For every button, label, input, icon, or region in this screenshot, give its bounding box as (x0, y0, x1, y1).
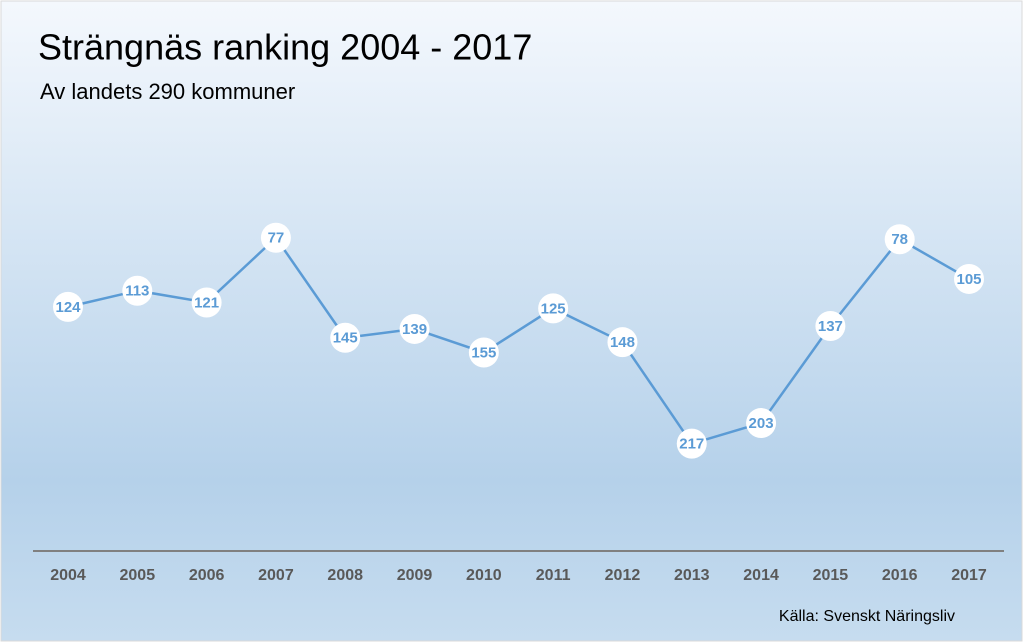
data-point (676, 428, 707, 459)
source-note: Källa: Svenskt Näringsliv (779, 608, 955, 625)
value-label: 217 (679, 436, 704, 453)
value-label: 125 (541, 300, 566, 317)
data-point (746, 408, 777, 439)
value-label: 77 (268, 230, 285, 247)
value-label: 155 (471, 344, 496, 361)
data-point (330, 322, 361, 353)
value-label: 137 (818, 318, 843, 335)
x-tick-label: 2008 (327, 567, 363, 584)
x-tick-label: 2007 (258, 567, 294, 584)
value-label: 113 (125, 283, 149, 300)
data-point (399, 313, 430, 344)
data-line (67, 235, 970, 446)
data-point (954, 263, 984, 294)
chart-subtitle: Av landets 290 kommuner (40, 79, 295, 104)
value-label: 203 (749, 415, 774, 432)
x-tick-label: 2016 (882, 567, 918, 584)
x-tick-label: 2010 (466, 567, 502, 584)
x-tick-label: 2014 (743, 567, 779, 584)
data-point (607, 327, 638, 358)
data-point (191, 287, 222, 318)
value-label: 124 (55, 299, 81, 316)
chart-title: Strängnäs ranking 2004 - 2017 (38, 27, 532, 68)
value-label: 148 (610, 334, 635, 351)
x-tick-label: 2012 (605, 567, 641, 584)
x-tick-label: 2004 (50, 567, 86, 584)
value-label: 139 (402, 321, 427, 338)
x-tick-label: 2013 (674, 567, 710, 584)
data-point (538, 293, 569, 324)
data-point (884, 224, 915, 255)
x-tick-label: 2009 (397, 567, 433, 584)
x-tick-label: 2005 (120, 567, 156, 584)
x-tick-label: 2015 (813, 567, 849, 584)
data-point (122, 275, 153, 306)
value-label: 78 (891, 231, 908, 248)
data-point (815, 311, 846, 341)
x-tick-label: 2017 (951, 567, 987, 584)
value-label: 105 (956, 271, 981, 288)
x-tick-label: 2011 (536, 567, 571, 584)
value-label: 145 (333, 330, 358, 347)
data-point (53, 291, 83, 322)
data-point (260, 222, 291, 253)
data-point (468, 337, 499, 368)
value-label: 121 (194, 294, 219, 311)
x-tick-label: 2006 (189, 567, 225, 584)
